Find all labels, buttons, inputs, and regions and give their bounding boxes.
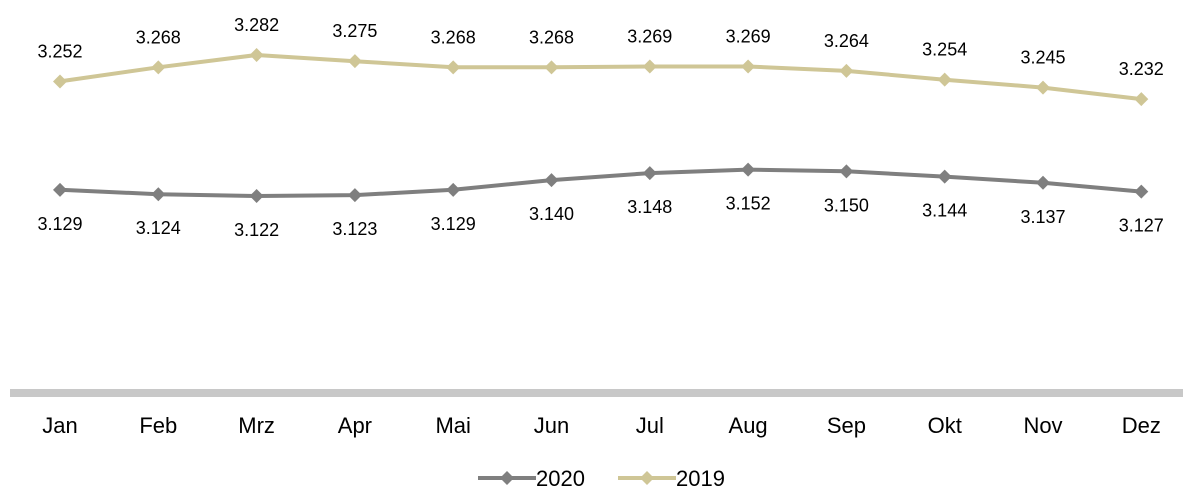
data-label-2019-mai: 3.268 [431,27,476,47]
x-tick-label-apr: Apr [338,413,372,438]
data-point-2019-aug [741,59,756,74]
data-label-2019-jul: 3.269 [627,26,672,46]
data-label-2020-mrz: 3.122 [234,220,279,240]
x-tick-label-mai: Mai [435,413,470,438]
data-point-2020-okt [937,169,952,184]
legend: 2020 2019 [478,466,725,490]
data-point-2020-aug [741,162,756,177]
data-label-2020-jun: 3.140 [529,204,574,224]
data-point-2020-mrz [249,189,264,203]
data-label-2019-okt: 3.254 [922,40,967,60]
data-point-2019-okt [937,72,952,87]
data-label-2020-jul: 3.148 [627,197,672,217]
data-label-2020-okt: 3.144 [922,201,967,221]
legend-item-2019: 2019 [618,466,725,490]
series-line-2019 [58,53,1144,102]
series-2019: 3.252 3.268 3.282 3.275 3.268 3.268 3.269 3.269… [37,15,1164,107]
x-tick-label-sep: Sep [827,413,866,438]
data-point-2020-jul [642,166,657,181]
data-point-2019-sep [839,63,854,78]
data-label-2020-feb: 3.124 [136,218,181,238]
x-tick-label-jul: Jul [636,413,664,438]
data-label-2019-dez: 3.232 [1119,59,1164,79]
series-layer: 3.129 3.124 3.122 3.123 3.129 3.140 3.148 3.152… [37,15,1163,240]
data-label-2019-jun: 3.268 [529,27,574,47]
data-point-2019-mai [446,60,461,75]
data-point-2019-jan [53,74,67,89]
data-point-2019-mrz [249,48,264,62]
x-tick-label-jan: Jan [42,413,77,438]
data-point-2020-jun [544,173,559,188]
x-tick-label-okt: Okt [928,413,962,438]
data-point-2020-nov [1036,175,1050,190]
legend-item-2020: 2020 [478,466,585,490]
data-point-2019-jun [544,60,559,75]
x-tick-label-feb: Feb [139,413,177,438]
data-label-2019-nov: 3.245 [1020,48,1065,68]
data-label-2020-jan: 3.129 [37,214,82,234]
data-label-2020-dez: 3.127 [1119,216,1164,236]
data-label-2020-apr: 3.123 [332,219,377,239]
data-label-2019-apr: 3.275 [332,21,377,41]
data-point-2019-dez [1134,92,1149,107]
data-point-2020-apr [347,188,362,203]
data-point-2020-feb [151,187,166,202]
data-label-2020-sep: 3.150 [824,195,869,215]
x-tick-label-nov: Nov [1023,413,1062,438]
data-label-2019-sep: 3.264 [824,31,869,51]
legend-swatch-marker-2019 [640,471,654,485]
data-point-2019-feb [151,60,166,75]
data-label-2019-mrz: 3.282 [234,15,279,35]
x-tick-label-dez: Dez [1122,413,1161,438]
legend-swatch-marker-2020 [500,471,514,485]
data-point-2019-apr [347,54,362,69]
x-tick-label-jun: Jun [534,413,569,438]
data-point-2019-jul [642,59,657,74]
legend-label-2020: 2020 [536,466,585,490]
data-point-2019-nov [1036,80,1050,95]
x-axis-ticks: Jan Feb Mrz Apr Mai Jun Jul Aug Sep Okt Nov Dez [42,413,1161,438]
legend-label-2019: 2019 [676,466,725,490]
x-tick-label-aug: Aug [729,413,768,438]
series-line-2020 [58,167,1144,198]
data-point-2020-sep [839,164,854,179]
data-label-2019-feb: 3.268 [136,27,181,47]
data-point-2020-jan [53,182,67,197]
data-label-2020-mai: 3.129 [431,214,476,234]
x-tick-label-mrz: Mrz [238,413,275,438]
data-point-2020-mai [446,182,461,197]
data-label-2019-aug: 3.269 [726,26,771,46]
series-2020: 3.129 3.124 3.122 3.123 3.129 3.140 3.148 3.152… [37,162,1164,240]
data-point-2020-dez [1134,184,1149,199]
data-label-2020-nov: 3.137 [1020,207,1065,227]
data-label-2020-aug: 3.152 [726,194,771,214]
data-label-2019-jan: 3.252 [37,41,82,61]
